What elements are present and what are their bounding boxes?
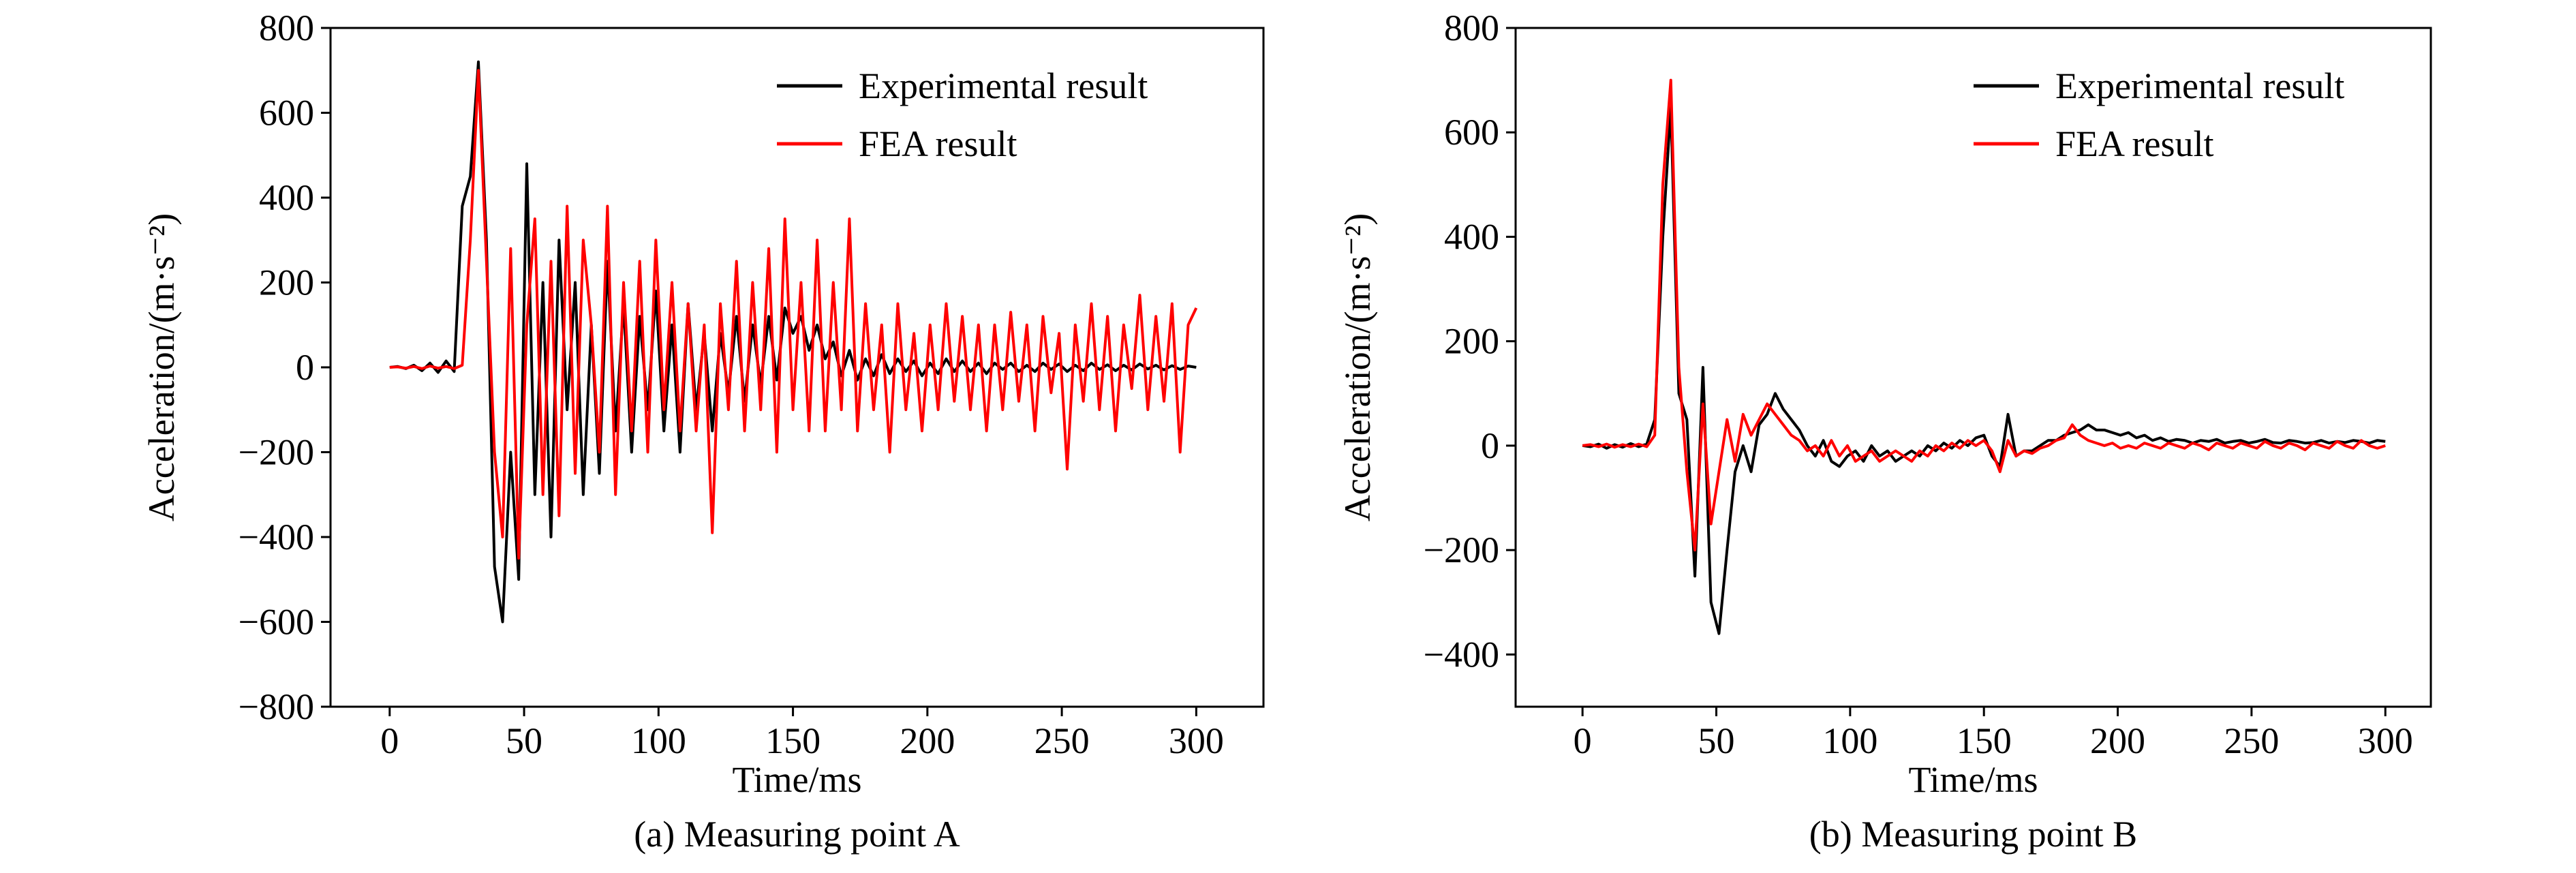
x-tick-label: 200 bbox=[900, 720, 955, 761]
y-axis-label: Acceleration/(m·s⁻²) bbox=[141, 213, 182, 522]
y-tick-label: −800 bbox=[239, 686, 314, 727]
x-tick-label: 100 bbox=[1822, 720, 1877, 761]
y-tick-label: 400 bbox=[1444, 216, 1499, 257]
caption: (b) Measuring point B bbox=[1809, 814, 2137, 855]
x-axis-label: Time/ms bbox=[732, 759, 861, 800]
data-line bbox=[1582, 104, 2386, 635]
legend-label: Experimental result bbox=[2055, 65, 2344, 106]
y-tick-label: −400 bbox=[239, 517, 314, 557]
x-tick-label: 250 bbox=[1034, 720, 1090, 761]
y-tick-label: 200 bbox=[1444, 321, 1499, 362]
y-tick-label: 200 bbox=[259, 262, 314, 303]
y-axis-label: Acceleration/(m·s⁻²) bbox=[1337, 213, 1378, 522]
x-tick-label: 0 bbox=[1574, 720, 1592, 761]
plot-area bbox=[1582, 78, 2386, 635]
x-tick-label: 200 bbox=[2090, 720, 2145, 761]
caption: (a) Measuring point A bbox=[634, 814, 960, 855]
x-tick-label: 250 bbox=[2224, 720, 2279, 761]
y-tick-label: 600 bbox=[1444, 112, 1499, 153]
legend-label: FEA result bbox=[859, 123, 1017, 164]
y-tick-label: 0 bbox=[296, 347, 314, 388]
y-tick-label: 600 bbox=[259, 93, 314, 134]
y-tick-label: −200 bbox=[239, 432, 314, 473]
data-line bbox=[389, 69, 1198, 560]
y-tick-label: −200 bbox=[1424, 530, 1499, 570]
x-tick-label: 150 bbox=[1957, 720, 2012, 761]
plot-area bbox=[389, 60, 1198, 624]
y-tick-label: −600 bbox=[239, 602, 314, 643]
data-line bbox=[1582, 78, 2386, 552]
axes-frame bbox=[329, 27, 1265, 708]
axes-frame bbox=[1514, 27, 2432, 708]
y-tick-label: 800 bbox=[259, 7, 314, 48]
chart-panel: −400 −200 0 200 400 600 800 0 50 100 150 200 250 300 T… bbox=[1337, 7, 2432, 855]
legend-label: Experimental result bbox=[859, 65, 1148, 106]
x-tick-label: 100 bbox=[631, 720, 686, 761]
y-tick-label: −400 bbox=[1424, 634, 1499, 675]
x-tick-label: 300 bbox=[1169, 720, 1224, 761]
x-tick-label: 0 bbox=[380, 720, 399, 761]
x-tick-label: 300 bbox=[2358, 720, 2413, 761]
x-tick-label: 50 bbox=[506, 720, 542, 761]
x-axis-label: Time/ms bbox=[1908, 759, 2038, 800]
legend-label: FEA result bbox=[2055, 123, 2214, 164]
x-tick-label: 150 bbox=[765, 720, 821, 761]
chart-panel: −800 −600 −400 −200 0 200 400 600 800 0 50 100 150 20… bbox=[141, 7, 1265, 855]
y-tick-label: 0 bbox=[1481, 425, 1499, 466]
x-tick-label: 50 bbox=[1698, 720, 1735, 761]
y-tick-label: 400 bbox=[259, 177, 314, 218]
y-tick-label: 800 bbox=[1444, 7, 1499, 48]
